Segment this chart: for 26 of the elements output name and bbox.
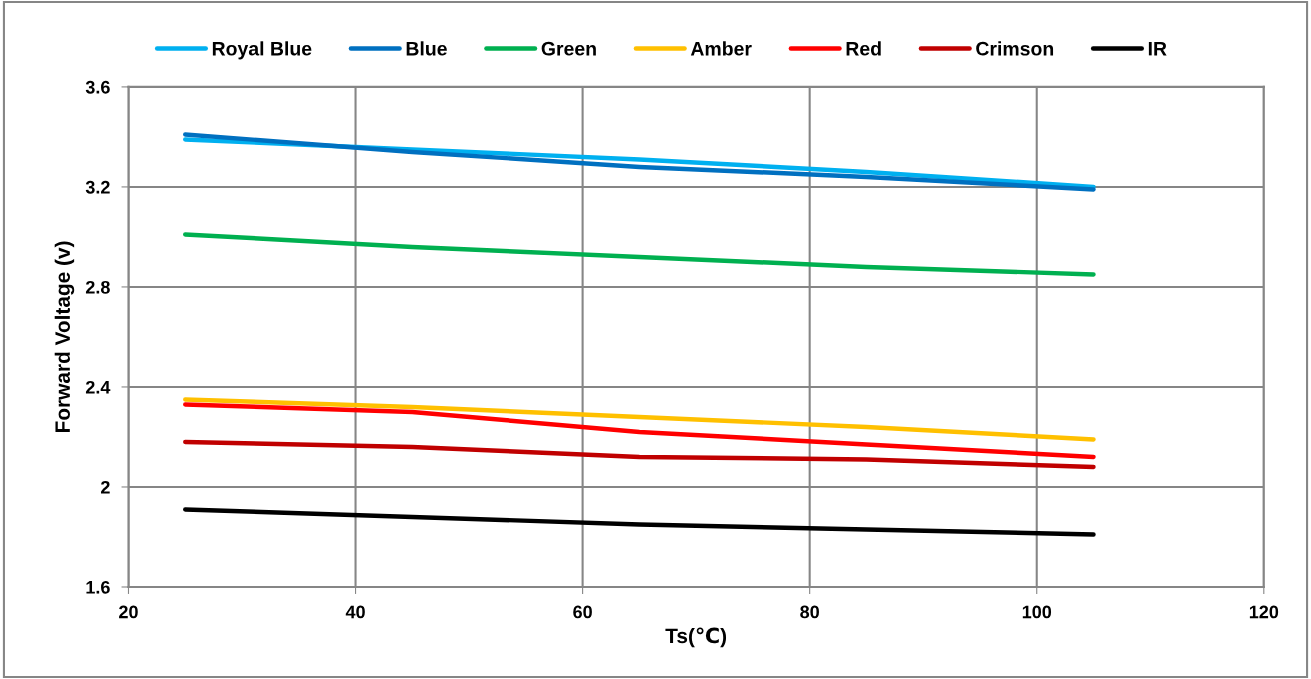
legend-label: Red xyxy=(846,41,881,56)
legend-label: IR xyxy=(1148,42,1167,56)
x-tick-label: 120 xyxy=(1249,605,1279,619)
legend-label: Amber xyxy=(690,41,752,56)
legend-label: Crimson xyxy=(976,41,1054,56)
y-tick-label: 3.2 xyxy=(85,180,110,194)
y-tick-label: 2.8 xyxy=(85,280,110,294)
line-series xyxy=(183,439,1096,470)
y-tick-label: 2 xyxy=(101,480,110,494)
y-tick-label: 2.4 xyxy=(85,380,111,394)
x-tick-label: 20 xyxy=(119,605,138,619)
line-series xyxy=(183,232,1096,277)
x-tick-label: 80 xyxy=(800,605,819,619)
line-series xyxy=(183,397,1096,442)
y-axis-title: Forward Voltage (v) xyxy=(54,241,75,433)
x-tick-label: 40 xyxy=(345,605,365,619)
x-tick-label: 60 xyxy=(573,605,592,619)
line-series xyxy=(183,507,1096,537)
y-tick-label: 1.6 xyxy=(86,580,110,594)
legend-label: Royal Blue xyxy=(212,41,312,60)
legend-label: Green xyxy=(541,41,596,56)
legend-label: Blue xyxy=(406,41,447,56)
y-tick-label: 3.6 xyxy=(85,80,110,94)
x-axis-title: Ts(℃) xyxy=(665,627,727,648)
line-series xyxy=(183,402,1096,460)
x-tick-label: 100 xyxy=(1022,605,1052,619)
